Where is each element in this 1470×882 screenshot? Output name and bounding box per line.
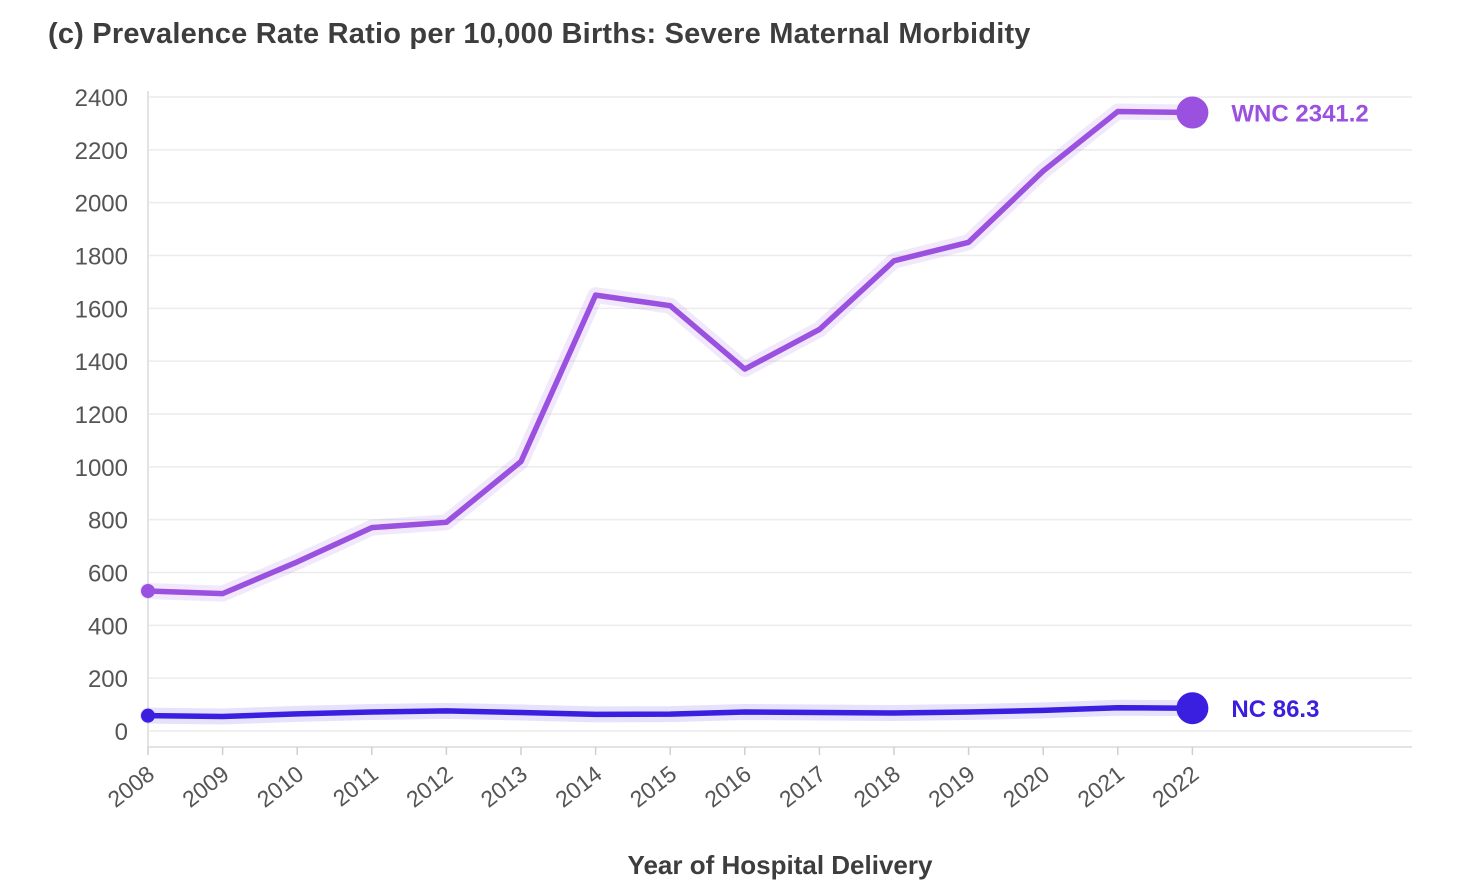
y-tick-label: 400: [88, 613, 128, 640]
y-axis-ticks: 0 200 400 600 800 1000 1200 1400 1600 1800 2000 220…: [75, 85, 128, 746]
y-tick-label: 1400: [75, 349, 128, 376]
series-end-labels: WNC 2341.2 NC 86.3: [1231, 101, 1368, 724]
x-tick-label: 2021: [1073, 760, 1129, 812]
x-tick-label: 2012: [401, 760, 457, 812]
y-tick-label: 1000: [75, 455, 128, 482]
y-tick-label: 600: [88, 561, 128, 588]
chart-title: (c) Prevalence Rate Ratio per 10,000 Bir…: [48, 18, 1031, 50]
x-tick-label: 2022: [1147, 760, 1203, 812]
grid-lines: [147, 91, 1412, 748]
x-tick-label: 2009: [177, 760, 233, 812]
y-tick-label: 2400: [75, 85, 128, 112]
y-tick-label: 1200: [75, 402, 128, 429]
nc-start-point: [141, 708, 155, 723]
x-axis-ticks: 2008 2009 2010 2011 2012 2013 2014 2015 2016 2017…: [103, 747, 1203, 812]
x-tick-label: 2017: [774, 760, 830, 812]
wnc-series-line: [145, 108, 1196, 597]
wnc-start-point: [141, 583, 155, 598]
nc-end-label: NC 86.3: [1231, 696, 1319, 723]
wnc-end-point: [1176, 96, 1209, 129]
y-tick-label: 800: [88, 508, 128, 535]
x-tick-label: 2016: [700, 760, 756, 812]
y-tick-label: 200: [88, 666, 128, 693]
x-tick-label: 2020: [998, 760, 1054, 812]
x-tick-label: 2013: [476, 760, 532, 812]
x-tick-label: 2019: [923, 760, 979, 812]
x-tick-label: 2008: [103, 760, 159, 812]
y-tick-label: 2000: [75, 191, 128, 218]
y-tick-label: 1600: [75, 296, 128, 323]
y-tick-label: 1800: [75, 244, 128, 271]
x-tick-label: 2011: [328, 760, 383, 811]
y-tick-label: 2200: [75, 138, 128, 165]
x-tick-label: 2014: [550, 760, 606, 812]
series-lines: [140, 96, 1209, 725]
nc-end-point: [1176, 692, 1209, 725]
y-tick-label: 0: [115, 719, 128, 746]
x-axis-label: Year of Hospital Delivery: [627, 850, 933, 880]
x-tick-label: 2010: [252, 760, 308, 812]
x-tick-label: 2015: [625, 760, 681, 812]
wnc-end-label: WNC 2341.2: [1231, 101, 1368, 128]
wnc-series-halo: [140, 103, 1201, 602]
nc-series-line: [145, 705, 1196, 720]
x-tick-label: 2018: [849, 760, 905, 812]
